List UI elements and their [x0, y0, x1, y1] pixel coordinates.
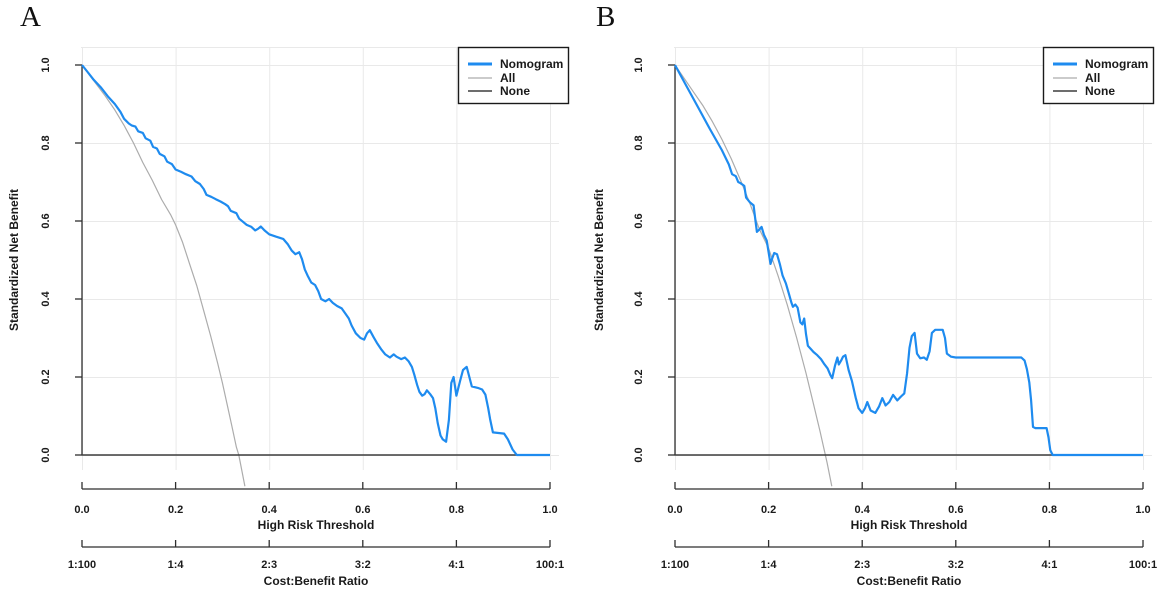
- panel-a: A 0.0 0.2 0.4 0.6 0.8 1.0 Standardized Net Ben…: [7, 1, 570, 588]
- legend-label-all: All: [500, 71, 515, 85]
- legend-label-nomogram: Nomogram: [1085, 57, 1148, 71]
- all-curve: [81, 64, 246, 487]
- y-axis-title: Standardized Net Benefit: [592, 189, 606, 331]
- legend-box: [457, 46, 570, 105]
- y-tick-label: 0.0: [633, 447, 645, 462]
- x-axis: [674, 482, 1144, 490]
- cost-benefit-tick-label: 1:100: [68, 559, 96, 571]
- y-axis: [668, 64, 676, 456]
- y-tick-label: 0.4: [40, 290, 52, 306]
- x-axis-title: High Risk Threshold: [258, 518, 375, 532]
- y-tick-label: 0.0: [40, 447, 52, 462]
- y-tick-label: 1.0: [40, 57, 52, 72]
- y-tick-label: 0.6: [40, 213, 52, 228]
- y-tick-label: 1.0: [633, 57, 645, 72]
- cost-benefit-axis: [81, 540, 551, 548]
- x-tick-label: 0.4: [262, 504, 278, 516]
- panel-b-label: B: [596, 1, 616, 33]
- x-tick-label: 0.6: [948, 504, 963, 516]
- x-tick-label: 1.0: [542, 504, 557, 516]
- cost-benefit-tick-label: 1:100: [661, 559, 689, 571]
- legend-box: [1042, 46, 1155, 105]
- cost-benefit-tick-label: 2:3: [854, 559, 870, 571]
- cost-benefit-axis-title: Cost:Benefit Ratio: [264, 574, 369, 588]
- nomogram-curve: [674, 64, 1143, 457]
- panel-a-label: A: [20, 1, 41, 33]
- cost-benefit-tick-label: 3:2: [948, 559, 964, 571]
- gridlines: [674, 47, 1152, 470]
- panel-b: B 0.0 0.2 0.4 0.6 0.8 1.0 Standardized Net Ben…: [585, 0, 1170, 592]
- nomogram-curve: [81, 64, 550, 457]
- legend-label-none: None: [500, 84, 530, 98]
- cost-benefit-tick-label: 4:1: [1041, 559, 1057, 571]
- cost-benefit-tick-label: 3:2: [355, 559, 371, 571]
- x-axis: [81, 482, 551, 490]
- cost-benefit-tick-label: 100:1: [536, 559, 564, 571]
- all-curve: [674, 64, 833, 487]
- x-tick-label: 0.0: [74, 504, 89, 516]
- y-tick-label: 0.2: [40, 369, 52, 384]
- y-tick-label: 0.8: [40, 135, 52, 150]
- x-tick-label: 0.2: [168, 504, 183, 516]
- cost-benefit-axis: [674, 540, 1144, 548]
- y-tick-label: 0.6: [633, 213, 645, 228]
- y-tick-label: 0.2: [633, 369, 645, 384]
- cost-benefit-tick-label: 1:4: [761, 559, 778, 571]
- legend-label-none: None: [1085, 84, 1115, 98]
- panel-b-chart: 0.0 0.2 0.4 0.6 0.8 1.0 Standardized Net Benef…: [592, 46, 1157, 588]
- x-tick-label: 0.4: [855, 504, 871, 516]
- legend-label-nomogram: Nomogram: [500, 57, 563, 71]
- y-axis: [75, 64, 83, 456]
- panel-a-chart: 0.0 0.2 0.4 0.6 0.8 1.0 Standardized Net Benef…: [7, 46, 570, 588]
- x-tick-label: 0.8: [449, 504, 464, 516]
- x-tick-label: 0.2: [761, 504, 776, 516]
- cost-benefit-tick-label: 1:4: [168, 559, 185, 571]
- x-tick-label: 1.0: [1135, 504, 1150, 516]
- x-tick-label: 0.0: [667, 504, 682, 516]
- x-tick-label: 0.6: [355, 504, 370, 516]
- x-axis-title: High Risk Threshold: [851, 518, 968, 532]
- x-tick-label: 0.8: [1042, 504, 1057, 516]
- cost-benefit-tick-label: 4:1: [448, 559, 464, 571]
- y-tick-label: 0.4: [633, 290, 645, 306]
- cost-benefit-tick-label: 100:1: [1129, 559, 1157, 571]
- y-tick-label: 0.8: [633, 135, 645, 150]
- legend-label-all: All: [1085, 71, 1100, 85]
- y-axis-title: Standardized Net Benefit: [7, 189, 21, 331]
- cost-benefit-tick-label: 2:3: [261, 559, 277, 571]
- cost-benefit-axis-title: Cost:Benefit Ratio: [857, 574, 962, 588]
